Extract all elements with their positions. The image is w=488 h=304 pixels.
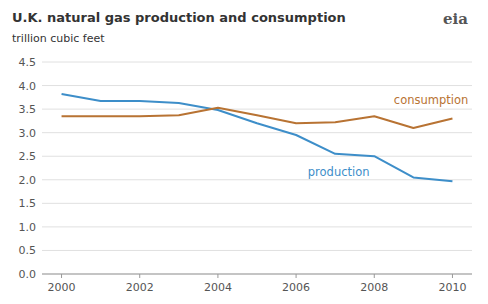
annotation: production <box>308 165 370 179</box>
x-tick <box>452 274 453 278</box>
x-tick-label: 2000 <box>48 281 76 294</box>
y-tick-label: 4.0 <box>19 80 37 93</box>
x-tick-label: 2006 <box>282 281 310 294</box>
x-tick <box>61 274 62 278</box>
x-tick-label: 2008 <box>360 281 388 294</box>
y-grid <box>42 62 472 274</box>
y-tick-label: 2.5 <box>19 150 37 163</box>
x-axis-line <box>42 274 472 275</box>
series-line <box>62 108 453 128</box>
grid-line <box>42 62 472 63</box>
y-label: trillion cubic feet <box>12 32 105 45</box>
y-tick-label: 1.0 <box>19 221 37 234</box>
grid-line <box>42 274 472 275</box>
x-tick-label: 2004 <box>204 281 232 294</box>
grid-line <box>42 250 472 251</box>
y-tick-label: 2.0 <box>19 174 37 187</box>
x-tick <box>296 274 297 278</box>
grid-line <box>42 156 472 157</box>
x-tick <box>139 274 140 278</box>
grid-line <box>42 85 472 86</box>
grid-line <box>42 132 472 133</box>
grid-line <box>42 109 472 110</box>
x-tick <box>374 274 375 278</box>
y-tick-label: 1.5 <box>19 197 37 210</box>
x-tick-label: 2010 <box>438 281 466 294</box>
title: U.K. natural gas production and consumpt… <box>12 10 346 25</box>
chart: U.K. natural gas production and consumpt… <box>0 0 488 304</box>
y-tick-label: 4.5 <box>19 56 37 69</box>
grid-line <box>42 179 472 180</box>
y-tick-label: 3.5 <box>19 103 37 116</box>
annotation: consumption <box>394 93 468 107</box>
x-tick-label: 2002 <box>126 281 154 294</box>
grid-line <box>42 226 472 227</box>
x-tick <box>217 274 218 278</box>
y-tick-label: 0.0 <box>19 268 37 281</box>
y-tick-label: 0.5 <box>19 244 37 257</box>
y-tick-label: 3.0 <box>19 127 37 140</box>
grid-line <box>42 203 472 204</box>
logo-text: eia <box>443 10 468 28</box>
